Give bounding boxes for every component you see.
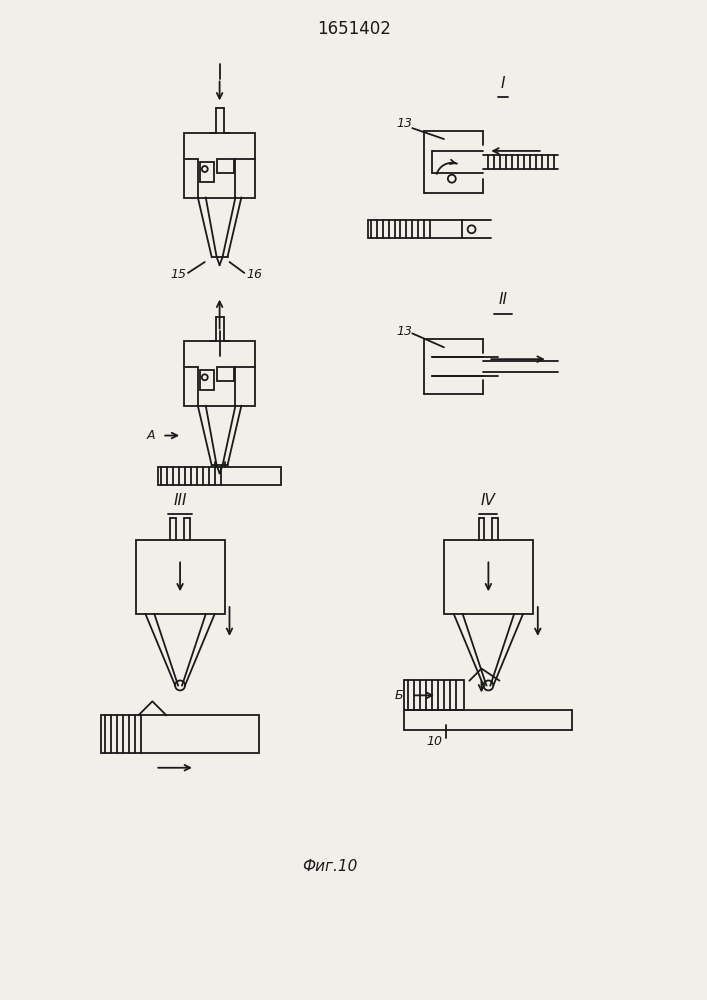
Bar — [158, 467, 281, 485]
Bar — [444, 540, 533, 614]
Text: A: A — [146, 429, 155, 442]
Bar — [200, 370, 214, 390]
Bar — [101, 715, 259, 753]
Bar — [184, 341, 255, 406]
Bar — [404, 680, 464, 710]
Text: 13: 13 — [397, 325, 412, 338]
Bar — [368, 220, 462, 238]
Text: 1651402: 1651402 — [317, 20, 391, 38]
Text: 13: 13 — [397, 117, 412, 130]
Text: IV: IV — [481, 493, 496, 508]
Text: I: I — [501, 76, 506, 91]
Bar — [136, 540, 225, 614]
Bar — [200, 162, 214, 182]
Text: II: II — [498, 292, 508, 307]
Text: Б: Б — [395, 689, 404, 702]
Bar — [216, 367, 235, 381]
Text: 15: 15 — [170, 268, 186, 281]
Bar — [216, 159, 235, 173]
Bar — [404, 710, 573, 730]
Text: 10: 10 — [426, 735, 442, 748]
Text: 16: 16 — [246, 268, 262, 281]
Text: III: III — [173, 493, 187, 508]
Bar — [184, 133, 255, 198]
Text: Фиг.10: Фиг.10 — [303, 859, 358, 874]
